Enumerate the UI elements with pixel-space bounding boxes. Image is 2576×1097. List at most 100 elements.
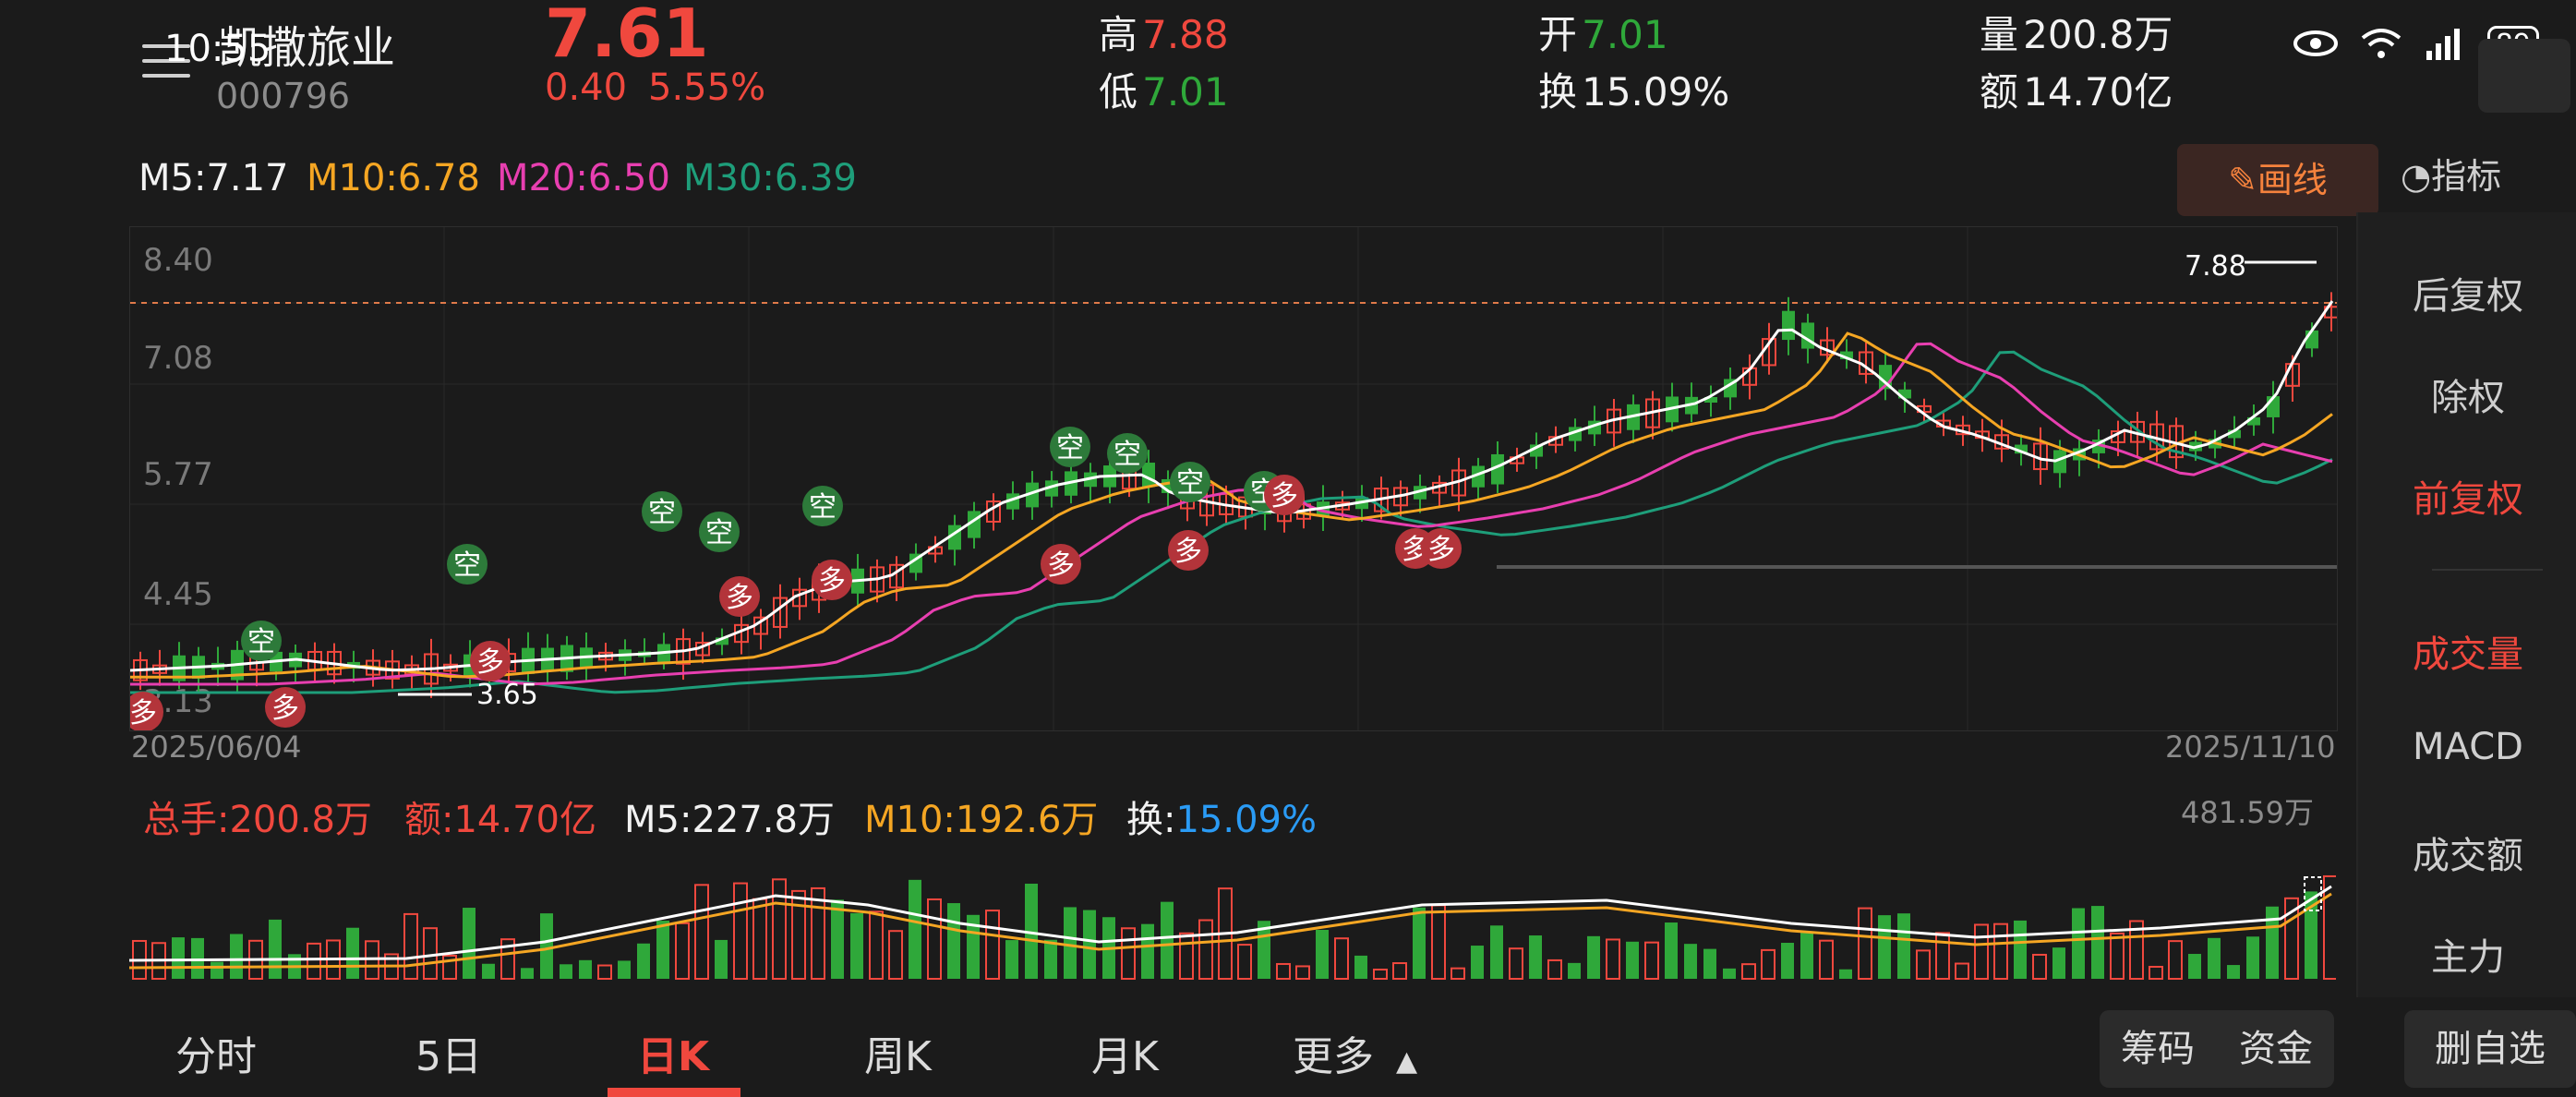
vol-total: 总手:200.8万 <box>143 799 372 841</box>
buy-signal: 多 <box>1264 475 1305 515</box>
option-ex-rights[interactable]: 除权 <box>2431 377 2505 419</box>
svg-text:多: 多 <box>726 582 753 614</box>
buy-signal: 多 <box>1041 544 1081 585</box>
pencil-icon: ✎ <box>2228 160 2257 200</box>
buy-signal: 多 <box>1168 530 1209 571</box>
svg-text:多: 多 <box>818 565 846 597</box>
active-tab-underline <box>608 1088 740 1097</box>
sell-signal: 空 <box>447 544 488 585</box>
vol-cursor-box <box>2304 876 2322 911</box>
amount-stat: 额 14.70亿 <box>1980 69 2173 115</box>
y-label: 7.08 <box>143 340 213 377</box>
sell-signal: 空 <box>241 621 282 661</box>
sell-signal: 空 <box>1050 427 1090 467</box>
tab-weekly-k[interactable]: 周K <box>864 1033 932 1080</box>
volume-ma-lines <box>128 885 2332 970</box>
eye-icon <box>2293 30 2338 61</box>
tab-monthly-k[interactable]: 月K <box>1091 1033 1159 1080</box>
svg-text:多: 多 <box>271 693 299 725</box>
ma20-legend: M20:6.50 <box>497 157 670 199</box>
open-stat: 开 7.01 <box>1538 12 1668 57</box>
option-macd[interactable]: MACD <box>2413 726 2523 768</box>
volume-stat: 量 200.8万 <box>1980 12 2173 57</box>
indicator-button[interactable]: ◔指标 <box>2401 156 2502 197</box>
divider <box>2432 569 2543 571</box>
ma30-legend: M30:6.39 <box>683 157 857 199</box>
tab-intraday[interactable]: 分时 <box>175 1033 257 1080</box>
buy-signal: 多 <box>265 687 306 728</box>
kline-chart[interactable]: 多多空多空空空多空多空空空空多多多多多 7.88 3.65 <box>123 226 2339 732</box>
ma5-legend: M5:7.17 <box>138 157 289 199</box>
option-volume[interactable]: 成交量 <box>2413 633 2523 676</box>
svg-text:空: 空 <box>453 549 481 582</box>
tab-5day[interactable]: 5日 <box>415 1033 482 1080</box>
buy-signal: 多 <box>123 692 163 732</box>
option-post-adjusted[interactable]: 后复权 <box>2413 275 2523 318</box>
tab-daily-k[interactable]: 日K <box>637 1033 710 1080</box>
vol-m10: M10:192.6万 <box>864 799 1099 841</box>
wifi-icon <box>2360 27 2402 64</box>
low-marker: 3.65 <box>476 679 538 711</box>
ma-lines <box>129 300 2334 694</box>
signals: 多多空多空空空多空多空 空空 空多 多多多多 <box>123 427 1462 732</box>
sell-signal: 空 <box>699 512 740 552</box>
draw-line-button[interactable]: ✎画线 <box>2177 144 2378 216</box>
vol-turnover: 换:15.09% <box>1126 799 1318 841</box>
status-time: 10:55 <box>164 28 271 70</box>
turnover-stat: 换 15.09% <box>1538 69 1730 115</box>
menu-icon[interactable] <box>142 44 190 85</box>
sell-signal: 空 <box>802 486 843 526</box>
current-price: 7.61 <box>545 0 709 72</box>
price-change: 0.40 <box>545 66 628 109</box>
sell-signal: 空 <box>642 491 682 532</box>
date-start: 2025/06/04 <box>131 729 302 765</box>
high-marker: 7.88 <box>2185 250 2246 283</box>
svg-text:多: 多 <box>1174 536 1202 568</box>
volume-chart[interactable] <box>128 831 2338 981</box>
buy-signal: 多 <box>1421 528 1462 569</box>
right-panel: 后复权 除权 前复权 成交量 MACD 成交额 主力 <box>2356 212 2576 997</box>
tool-toggle-button[interactable] <box>2478 39 2570 113</box>
option-pre-adjusted[interactable]: 前复权 <box>2413 478 2523 521</box>
chips-funds-group: 筹码 资金 <box>2100 1010 2334 1088</box>
svg-text:多: 多 <box>476 646 504 679</box>
sell-signal: 空 <box>1170 462 1210 502</box>
high-stat: 高 7.88 <box>1099 12 1229 57</box>
signal-icon <box>2425 27 2465 64</box>
svg-text:多: 多 <box>130 697 157 729</box>
svg-text:空: 空 <box>705 517 733 549</box>
svg-text:空: 空 <box>648 497 676 529</box>
date-end: 2025/11/10 <box>2165 729 2336 765</box>
svg-text:空: 空 <box>1176 467 1204 500</box>
y-label: 8.40 <box>143 242 213 279</box>
sell-signal: 空 <box>1107 433 1148 474</box>
option-main-force[interactable]: 主力 <box>2431 936 2505 979</box>
chart-grid <box>130 227 2337 730</box>
buy-signal: 多 <box>719 576 760 617</box>
caret-up-icon: ▲ <box>1396 1045 1418 1078</box>
buy-signal: 多 <box>812 560 852 600</box>
vol-max: 481.59万 <box>2181 795 2314 830</box>
svg-text:多: 多 <box>1270 480 1298 512</box>
chips-button[interactable]: 筹码 <box>2121 1028 2195 1070</box>
svg-text:空: 空 <box>809 491 837 524</box>
low-stat: 低 7.01 <box>1099 69 1229 115</box>
svg-text:多: 多 <box>1427 534 1455 566</box>
vol-m5: M5:227.8万 <box>624 799 835 841</box>
buy-signal: 多 <box>470 641 511 681</box>
y-label: 4.45 <box>143 576 213 613</box>
stock-name: 凯撒旅业 <box>218 22 396 74</box>
option-turnover-amount[interactable]: 成交额 <box>2413 835 2523 877</box>
svg-text:空: 空 <box>247 626 275 658</box>
vol-amount: 额:14.70亿 <box>404 799 596 841</box>
gauge-icon: ◔ <box>2401 156 2432 197</box>
volume-bars <box>132 874 2338 981</box>
tab-more[interactable]: 更多 ▲ <box>1293 1033 1418 1080</box>
svg-text:空: 空 <box>1056 432 1084 464</box>
funds-button[interactable]: 资金 <box>2239 1028 2313 1070</box>
stock-code: 000796 <box>216 76 351 116</box>
svg-text:多: 多 <box>1047 549 1075 582</box>
y-label: 5.77 <box>143 456 213 493</box>
price-change-pct: 5.55% <box>648 66 766 109</box>
remove-watchlist-button[interactable]: 删自选 <box>2404 1010 2576 1088</box>
